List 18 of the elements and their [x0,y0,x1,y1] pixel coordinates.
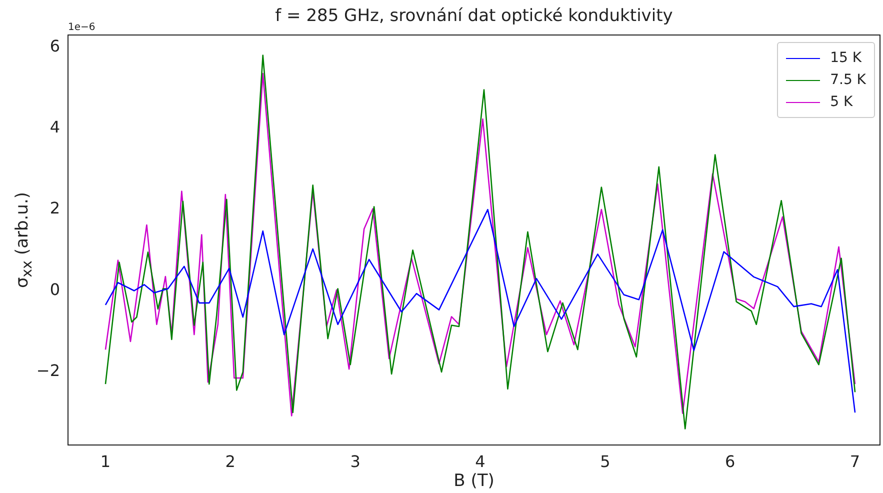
chart-title: f = 285 GHz, srovnání dat optické konduktivity [275,6,673,26]
x-tick-label: 2 [225,452,236,471]
legend-label: 15 K [830,49,862,68]
x-tick-label: 4 [475,452,486,471]
text: 1e−6 [68,22,96,33]
x-tick-label: 1 [100,452,111,471]
y-tick-label: 0 [50,280,60,299]
x-tick-label: 7 [850,452,860,471]
x-tick-label: 6 [725,452,736,471]
y-tick-label: 2 [50,198,60,218]
legend-label: 7.5 K [830,71,866,90]
legend-label: 5 K [830,93,853,112]
x-axis-title: B (T) [452,471,496,491]
y-tick-label: 4 [50,118,60,137]
y-tick-label: 6 [50,36,60,56]
x-tick-label: 5 [600,452,610,471]
x-tick-label: 3 [350,452,360,471]
y-tick-label: −2 [36,361,60,380]
